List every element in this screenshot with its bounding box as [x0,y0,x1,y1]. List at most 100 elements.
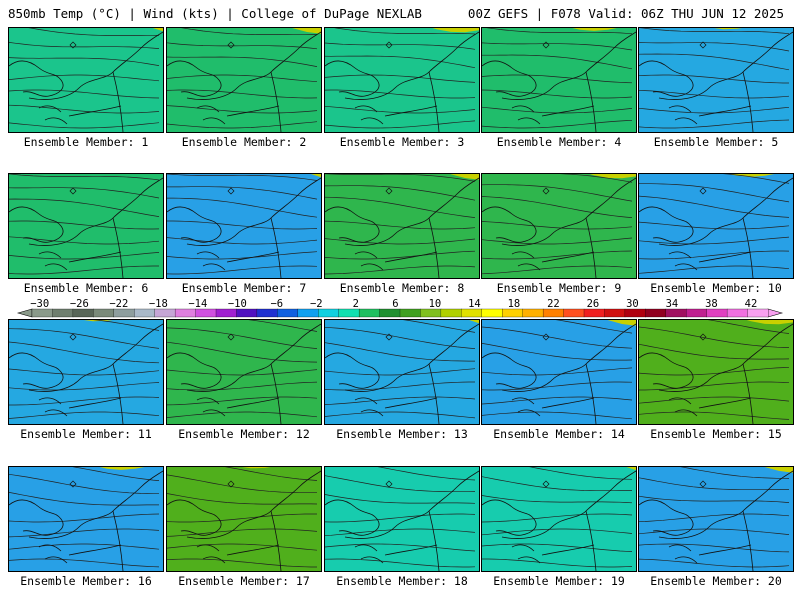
height-contour [9,341,160,364]
height-contour [9,252,160,260]
temperature-band [9,28,163,132]
height-contour [9,42,160,49]
height-contour [558,174,633,183]
colorbar-swatch [399,308,421,318]
height-contour [325,105,476,114]
station-marker [227,333,235,341]
temperature-band [639,174,793,278]
colorbar-tick-label: 2 [353,298,359,310]
station-marker [385,41,393,49]
height-contour [167,396,318,406]
station-marker [542,480,550,488]
temperature-band [167,467,321,571]
colorbar-swatch [747,308,769,318]
ensemble-panel-map [8,466,164,572]
station-marker [227,480,235,488]
height-contour [325,513,476,523]
height-contour [639,119,790,129]
colorbar-swatch [420,308,442,318]
height-contour [486,28,633,35]
ensemble-panel-map [324,466,480,572]
colorbar-swatch [583,308,605,318]
temperature-colorbar: −30 −26 −22 −18 −14 −10 −6 −2 2 6 10 14 18 22 26 30 34 38… [0,298,800,320]
height-contour [167,121,318,129]
height-contour [482,265,633,275]
colorbar-swatch [726,308,748,318]
height-contour [482,184,633,202]
colorbar-tick-label: −26 [70,298,89,310]
height-contour [529,467,633,480]
height-contour [482,119,633,129]
colorbar-swatch [461,308,483,318]
height-contour [9,492,159,506]
temperature-band [325,320,479,424]
height-contour [325,475,476,493]
map-coastline [9,31,163,132]
colorbar-swatch [31,308,53,318]
colorbar-swatch [379,308,401,318]
temperature-band [482,467,636,571]
colorbar-swatch [93,308,115,318]
map-coastline [167,31,321,132]
height-contour [9,396,160,406]
height-contour [9,265,159,275]
colorbar-arrow-high [767,308,784,318]
height-contour [482,89,633,99]
temperature-band [9,467,163,571]
colorbar-swatch [502,308,524,318]
height-contour [482,381,633,391]
station-marker [69,333,77,341]
map-coastline [639,470,793,571]
height-contour [167,543,318,551]
ensemble-panel-map [8,173,164,279]
ensemble-panel-map [166,173,322,279]
height-contour [482,543,633,552]
height-contour [325,238,476,245]
ensemble-panel-map [324,27,480,133]
map-coastline [482,31,636,132]
map-coastline [9,323,163,424]
height-contour [167,558,317,568]
temperature-band [639,320,793,424]
height-contour [639,89,790,99]
height-contour [639,250,790,260]
height-contour [722,174,790,184]
height-contour [482,250,633,260]
height-contour [181,28,318,35]
height-contour [167,89,318,99]
height-contour [639,528,790,535]
height-contour [639,42,790,52]
height-contour [639,543,790,553]
height-contour [325,42,476,50]
height-contour [482,221,633,230]
height-contour [325,250,476,260]
height-contour [639,236,790,245]
height-contour [639,265,790,274]
colorbar-swatch [706,308,728,318]
station-marker [699,333,707,341]
height-contour [707,320,790,334]
map-coastline [639,177,793,278]
height-contour [325,494,476,504]
map-coastline [9,470,163,571]
height-contour [72,467,160,481]
ensemble-member-label: Ensemble Member: 11 [20,427,152,441]
height-contour [9,104,160,114]
height-contour [325,381,475,391]
height-contour [167,197,318,218]
ensemble-panel-map [324,173,480,279]
map-coastline [482,323,636,424]
ensemble-member-label: Ensemble Member: 3 [339,135,465,149]
ensemble-member-label: Ensemble Member: 18 [336,574,468,588]
colorbar-tick-label: 14 [468,298,481,310]
ensemble-member-label: Ensemble Member: 9 [496,281,622,295]
station-marker [542,41,550,49]
height-contour [167,493,318,505]
colorbar-tick-label: −30 [30,298,49,310]
colorbar-tick-label: 22 [547,298,560,310]
map-coastline [325,470,479,571]
ensemble-member-label: Ensemble Member: 8 [339,281,465,295]
height-contour [325,558,476,568]
temperature-band [325,174,479,278]
height-contour [167,341,318,363]
